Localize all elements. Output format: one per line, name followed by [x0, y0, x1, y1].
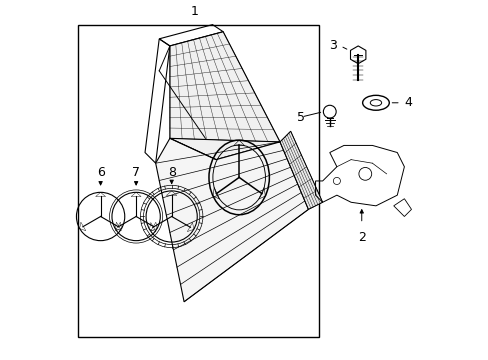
Text: 3: 3 — [328, 40, 336, 53]
Text: 5: 5 — [296, 111, 305, 123]
Polygon shape — [169, 32, 280, 159]
Text: 2: 2 — [357, 231, 365, 244]
Polygon shape — [280, 131, 322, 210]
Bar — [77, 24, 319, 337]
Text: 6: 6 — [97, 166, 104, 179]
Text: 7: 7 — [132, 166, 140, 179]
Text: 4: 4 — [404, 96, 411, 109]
Text: 1: 1 — [190, 5, 198, 18]
Text: 8: 8 — [167, 166, 175, 179]
Polygon shape — [155, 138, 308, 302]
